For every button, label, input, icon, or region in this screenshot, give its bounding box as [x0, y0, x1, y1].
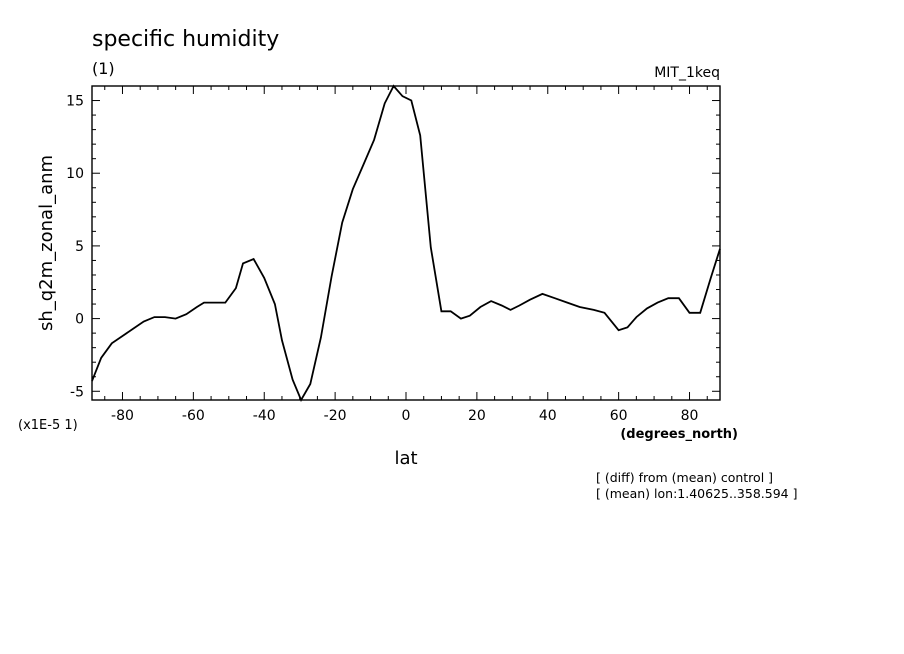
y-axis-label: sh_q2m_zonal_anm: [36, 155, 57, 331]
y-tick-label: 10: [66, 166, 84, 182]
x-tick-label: 20: [468, 408, 486, 424]
y-scale-label: (x1E-5 1): [18, 418, 78, 433]
plot-frame: [91, 85, 721, 401]
chart-subtitle: (1): [92, 59, 115, 78]
x-tick-label: 40: [539, 408, 557, 424]
note-mean: [ (mean) lon:1.40625..358.594 ]: [596, 486, 797, 501]
x-axis-label: lat: [394, 448, 417, 469]
x-unit-label: (degrees_north): [620, 427, 738, 442]
y-tick-label: 15: [66, 94, 84, 110]
model-label: MIT_1keq: [654, 65, 720, 81]
x-tick-label: 80: [681, 408, 699, 424]
axis-ticks: [92, 86, 720, 400]
chart-title: specific humidity: [92, 27, 279, 52]
x-tick-label: 0: [402, 408, 411, 424]
x-tick-label: -60: [182, 408, 205, 424]
y-tick-label: -5: [70, 384, 84, 400]
x-tick-labels: -80 -60 -40 -20 0 20 40 60 80: [111, 408, 698, 424]
y-tick-label: 5: [75, 239, 84, 255]
x-tick-label: -20: [324, 408, 347, 424]
y-tick-label: 0: [75, 312, 84, 328]
series-line: [91, 84, 721, 403]
y-tick-labels: -5 0 5 10 15: [66, 94, 84, 401]
x-tick-label: -40: [253, 408, 276, 424]
x-tick-label: -80: [111, 408, 134, 424]
x-tick-label: 60: [610, 408, 628, 424]
note-diff: [ (diff) from (mean) control ]: [596, 470, 773, 485]
